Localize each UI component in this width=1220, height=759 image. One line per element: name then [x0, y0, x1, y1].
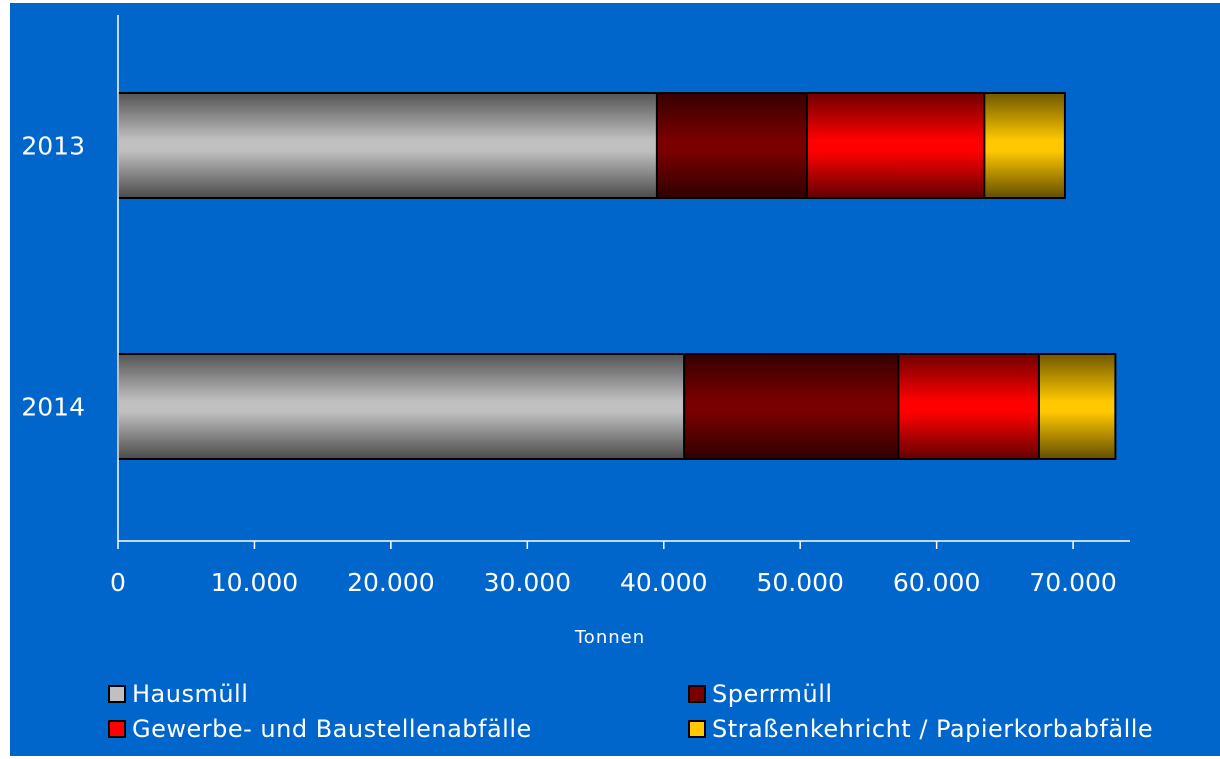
bar-shading	[685, 355, 898, 458]
bar-shading	[657, 94, 807, 197]
axis-layer	[117, 15, 1130, 549]
chart-area: 2013 2014 0 10.000 20.000 30.000 40.000 50.000 6…	[10, 3, 1220, 756]
legend-label: Straßenkehricht / Papierkorbabfälle	[712, 715, 1154, 743]
legend-swatch	[108, 685, 126, 703]
legend-item: Hausmüll	[108, 679, 248, 709]
legend-item: Straßenkehricht / Papierkorbabfälle	[688, 714, 1153, 744]
bar-segment-2014-3	[897, 353, 1040, 460]
bar-shading	[1039, 355, 1115, 458]
legend-label: Gewerbe- und Baustellenabfälle	[132, 715, 532, 743]
x-tick-label: 30.000	[484, 568, 571, 597]
category-label-2014: 2014	[21, 393, 85, 422]
bar-shading	[899, 355, 1038, 458]
legend-label: Hausmüll	[132, 680, 249, 708]
bar-shading	[985, 94, 1064, 197]
bar-shading	[808, 94, 984, 197]
bar-segment-2014-1	[117, 353, 686, 460]
bar-segment-2013-2	[655, 92, 809, 199]
legend-swatch	[688, 720, 706, 738]
bar-segment-2013-3	[806, 92, 986, 199]
x-axis-title: Tonnen	[574, 627, 645, 648]
legend-swatch	[688, 685, 706, 703]
bar-shading	[119, 355, 684, 458]
labels-layer: 2013 2014 0 10.000 20.000 30.000 40.000 50.000 6…	[21, 132, 1116, 649]
legend-swatch	[108, 720, 126, 738]
bar-segment-2013-4	[983, 92, 1066, 199]
x-tick-label: 50.000	[756, 568, 843, 597]
legend-item: Sperrmüll	[688, 679, 833, 709]
bar-segment-2014-4	[1037, 353, 1117, 460]
x-tick-label: 0	[110, 568, 126, 597]
bar-segment-2013-1	[117, 92, 658, 199]
x-tick-label: 60.000	[893, 568, 980, 597]
x-tick-label: 10.000	[211, 568, 298, 597]
category-label-2013: 2013	[21, 132, 85, 161]
bar-shading	[119, 94, 656, 197]
bar-segment-2014-2	[683, 353, 900, 460]
x-tick-label: 40.000	[620, 568, 707, 597]
legend-item: Gewerbe- und Baustellenabfälle	[108, 714, 532, 744]
legend-label: Sperrmüll	[712, 680, 833, 708]
x-tick-label: 20.000	[347, 568, 434, 597]
chart-svg: 2013 2014 0 10.000 20.000 30.000 40.000 50.000 6…	[21, 15, 1130, 649]
x-tick-label: 70.000	[1029, 568, 1116, 597]
bars-layer	[117, 92, 1117, 460]
